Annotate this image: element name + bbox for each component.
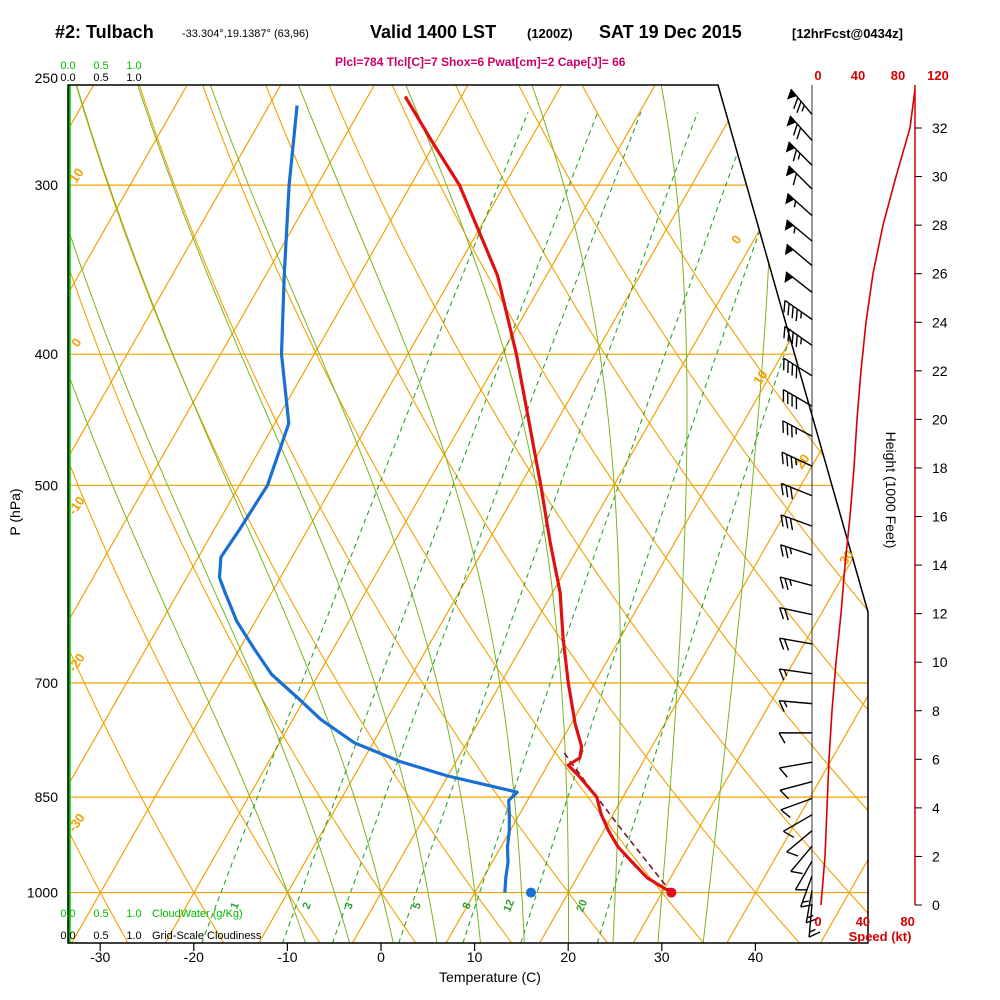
svg-text:14: 14 [932,557,948,573]
stability-indices: Plcl=784 Tlcl[C]=7 Shox=6 Pwat[cm]=2 Cap… [335,55,626,69]
svg-text:1: 1 [229,901,242,911]
height-axis-title: Height (1000 Feet) [883,432,899,549]
svg-text:0.0: 0.0 [60,60,75,72]
svg-text:-30: -30 [90,949,110,965]
speed-curve [820,89,916,906]
svg-text:700: 700 [35,675,59,691]
cloudiness-scale-title: Grid-Scale Cloudiness [152,930,262,942]
svg-text:0: 0 [814,914,821,929]
svg-text:28: 28 [932,217,948,233]
valid-date-title: SAT 19 Dec 2015 [599,22,742,42]
dewpoint-curve [217,105,519,893]
svg-text:0.5: 0.5 [93,930,108,942]
svg-text:3: 3 [343,901,356,911]
station-coords: -33.304°,19.1387° (63,96) [182,28,309,40]
cloud-scales: 0.0 0.5 1.0 0.0 0.5 1.0 0.0 0.5 1.0 CloudWater (g… [60,60,262,942]
svg-text:6: 6 [932,751,940,767]
parcel-curve [561,749,673,894]
svg-text:24: 24 [932,314,948,330]
svg-text:16: 16 [932,509,948,525]
svg-text:0.0: 0.0 [60,72,75,84]
temperature-curve [403,95,673,894]
svg-text:32: 32 [932,120,948,136]
svg-text:20: 20 [574,898,590,914]
temp-axis-title: Temperature (C) [439,969,541,985]
svg-text:0: 0 [728,232,744,247]
svg-text:250: 250 [35,70,59,86]
svg-text:1.0: 1.0 [126,60,141,72]
svg-text:40: 40 [856,914,870,929]
svg-text:5: 5 [411,901,424,911]
svg-text:10: 10 [66,165,87,185]
svg-text:1.0: 1.0 [126,908,141,920]
sounding-profiles [217,95,677,898]
svg-text:10: 10 [932,654,948,670]
svg-text:80: 80 [891,68,905,83]
svg-text:80: 80 [900,914,914,929]
svg-text:12: 12 [501,898,517,914]
svg-text:18: 18 [932,460,948,476]
svg-text:4: 4 [932,800,940,816]
cloudwater-scale-title: CloudWater (g/Kg) [152,908,243,920]
forecast-tag: [12hrFcst@0434z] [792,26,903,41]
wind-barbs [778,85,821,938]
valid-time-title: Valid 1400 LST [370,22,497,42]
svg-text:0.5: 0.5 [93,908,108,920]
svg-text:120: 120 [927,68,949,83]
svg-text:12: 12 [932,606,948,622]
svg-text:-20: -20 [184,949,204,965]
station-title: #2: Tulbach [55,22,154,42]
svg-text:1.0: 1.0 [126,72,141,84]
svg-text:22: 22 [932,363,948,379]
svg-text:1.0: 1.0 [126,930,141,942]
svg-text:20: 20 [932,411,948,427]
svg-text:0.0: 0.0 [60,908,75,920]
svg-text:20: 20 [560,949,576,965]
surface-temp-dot [666,887,677,898]
svg-text:400: 400 [35,346,59,362]
valid-zulu-label: (1200Z) [527,26,573,41]
speed-axis-title: Speed (kt) [849,929,912,944]
svg-text:850: 850 [35,789,59,805]
pressure-axis-title: P (hPa) [7,488,23,535]
svg-text:1000: 1000 [27,885,58,901]
svg-text:26: 26 [932,266,948,282]
svg-text:500: 500 [35,477,59,493]
surface-dewpoint-dot [525,887,536,898]
svg-text:40: 40 [748,949,764,965]
svg-text:0: 0 [377,949,385,965]
svg-text:30: 30 [932,169,948,185]
svg-text:2: 2 [932,848,940,864]
svg-text:0.5: 0.5 [93,72,108,84]
svg-text:8: 8 [461,901,474,911]
svg-text:0: 0 [814,68,821,83]
svg-text:10: 10 [750,367,771,387]
svg-text:300: 300 [35,177,59,193]
svg-text:8: 8 [932,703,940,719]
svg-text:40: 40 [851,68,865,83]
svg-text:-10: -10 [277,949,297,965]
plot-grid [68,85,868,943]
svg-text:0.5: 0.5 [93,60,108,72]
grid-labels: 100-10-20-300102030123581220 [65,165,857,914]
svg-text:10: 10 [467,949,483,965]
plot-border [67,84,869,944]
svg-text:2: 2 [301,901,314,911]
svg-text:0.0: 0.0 [60,930,75,942]
svg-text:30: 30 [654,949,670,965]
svg-text:0: 0 [932,897,940,913]
